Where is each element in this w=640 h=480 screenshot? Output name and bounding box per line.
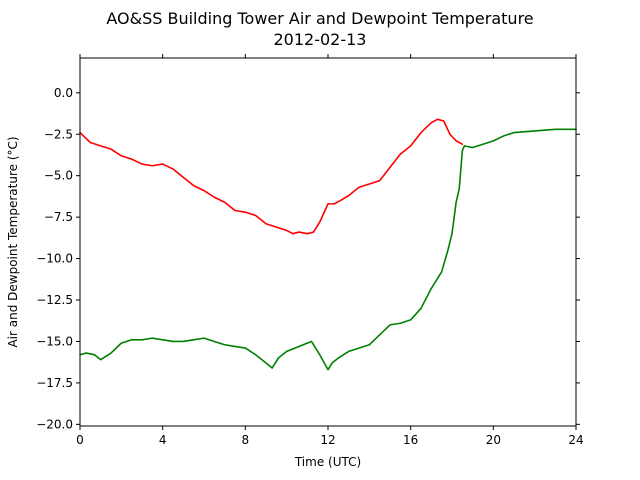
x-tick-label: 16	[403, 433, 418, 447]
chart-title: AO&SS Building Tower Air and Dewpoint Te…	[106, 9, 533, 28]
x-tick-label: 12	[320, 433, 335, 447]
y-tick-label: −17.5	[36, 376, 73, 390]
chart-subtitle: 2012-02-13	[274, 30, 367, 49]
x-tick-label: 24	[568, 433, 583, 447]
y-tick-label: 0.0	[54, 86, 73, 100]
x-tick-label: 8	[242, 433, 250, 447]
plot-frame	[79, 57, 577, 427]
dewpoint-temperature-line	[79, 128, 577, 371]
ticks-layer: 0 4 8 12 16 20 24 0.0 −2.5 −5.0 −7.5 −10.0 −12.5 −15.…	[36, 54, 584, 447]
y-tick-label: −15.0	[36, 334, 73, 348]
y-tick-label: −10.0	[36, 252, 73, 266]
y-tick-label: −2.5	[44, 127, 73, 141]
y-tick-label: −7.5	[44, 210, 73, 224]
y-axis-label: Air and Dewpoint Temperature (°C)	[6, 136, 20, 347]
y-tick-label: −5.0	[44, 169, 73, 183]
x-tick-label: 0	[76, 433, 84, 447]
series-layer	[79, 118, 577, 371]
x-tick-label: 20	[486, 433, 501, 447]
y-tick-label: −20.0	[36, 417, 73, 431]
y-tick-label: −12.5	[36, 293, 73, 307]
air-temperature-line	[79, 118, 464, 235]
x-axis-label: Time (UTC)	[294, 455, 361, 469]
x-tick-label: 4	[159, 433, 167, 447]
plot-area	[80, 58, 576, 426]
